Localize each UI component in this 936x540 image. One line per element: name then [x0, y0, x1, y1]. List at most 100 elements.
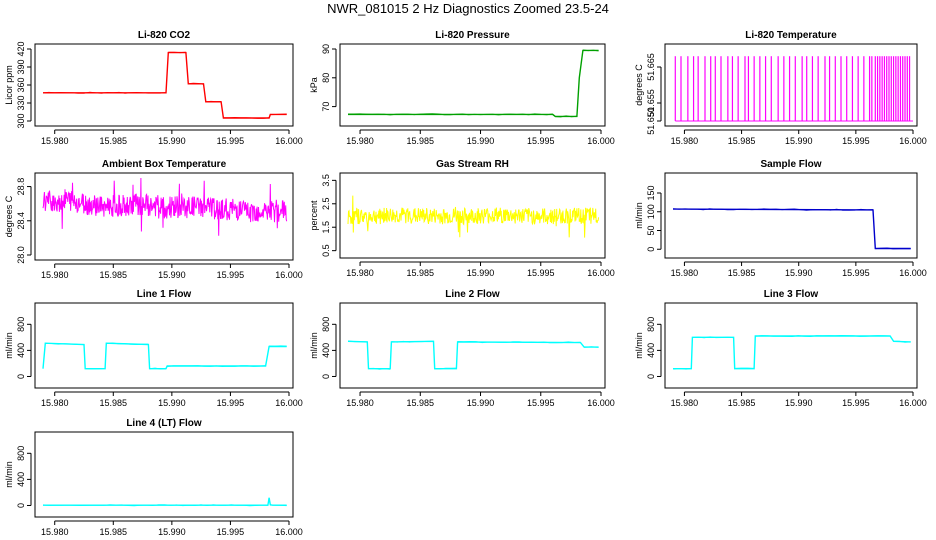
y-tick-label: 400 — [646, 343, 656, 358]
plot-frame — [34, 431, 294, 518]
chart-title: Line 3 Flow — [764, 289, 819, 300]
y-axis-label: Licor ppm — [4, 65, 14, 105]
x-tick-label: 15.980 — [41, 398, 69, 408]
x-tick-label: 15.990 — [158, 398, 186, 408]
chart-panel: Line 1 Flow 15.980 15.985 15.990 15.995 16.00… — [4, 289, 303, 408]
x-tick-label: 15.995 — [842, 268, 870, 278]
y-tick-label: 400 — [16, 343, 26, 358]
chart-title: Li-820 Temperature — [745, 30, 837, 41]
series-jitter — [347, 340, 368, 343]
x-tick-label: 15.995 — [842, 398, 870, 408]
chart-panel: Sample Flow 15.980 15.985 15.990 15.995 16.00… — [634, 159, 927, 278]
chart-panel: Line 2 Flow 15.980 15.985 15.990 15.995 16.00… — [309, 289, 615, 408]
x-tick-label: 16.000 — [899, 268, 927, 278]
series-jitter — [434, 367, 457, 370]
series-line — [672, 208, 911, 250]
x-tick-label: 15.990 — [467, 398, 495, 408]
series-jitter — [188, 82, 204, 85]
x-tick-label: 15.985 — [100, 398, 128, 408]
x-tick-label: 15.995 — [527, 136, 555, 146]
x-tick-label: 15.980 — [346, 268, 374, 278]
chart-panel: Li-820 Temperature 15.980 15.985 15.990 15.9… — [634, 30, 927, 146]
x-tick-label: 15.985 — [728, 268, 756, 278]
y-axis-label: ml/min — [634, 202, 644, 229]
x-tick-label: 15.985 — [728, 136, 756, 146]
y-axis-label: ml/min — [4, 461, 14, 488]
y-tick-label: 0 — [646, 374, 656, 379]
x-tick-label: 15.980 — [671, 136, 699, 146]
plot-frame — [339, 43, 606, 127]
y-tick-label: 330 — [16, 95, 26, 110]
y-tick-label: 80 — [321, 73, 331, 83]
y-tick-label: 28.0 — [16, 246, 26, 264]
y-tick-label: 400 — [321, 343, 331, 358]
y-tick-label: 800 — [16, 446, 26, 461]
plot-frame — [34, 172, 294, 261]
series-jitter — [45, 343, 85, 346]
x-tick-label: 15.990 — [158, 270, 186, 280]
y-tick-label: 360 — [16, 77, 26, 92]
series-line — [43, 497, 287, 506]
plot-frame — [664, 43, 918, 127]
series-jitter — [223, 116, 270, 119]
y-tick-label: 420 — [16, 41, 26, 56]
x-tick-label: 16.000 — [899, 136, 927, 146]
series-jitter — [555, 115, 577, 118]
y-tick-label: 100 — [646, 204, 656, 219]
x-tick-label: 15.990 — [467, 136, 495, 146]
x-tick-label: 16.000 — [587, 398, 615, 408]
x-tick-label: 15.980 — [41, 270, 69, 280]
chart-panel: Ambient Box Temperature 15.980 15.985 15.99… — [4, 159, 303, 280]
y-tick-label: 300 — [16, 113, 26, 128]
chart-panel: Line 3 Flow 15.980 15.985 15.990 15.995 16.00… — [634, 289, 927, 408]
chart-title: Line 4 (LT) Flow — [126, 418, 202, 429]
series-jitter — [893, 340, 911, 343]
y-tick-label: 3.5 — [321, 174, 331, 187]
y-tick-label: 0 — [16, 503, 26, 508]
x-tick-label: 15.995 — [217, 527, 245, 537]
series-jitter — [368, 367, 391, 370]
x-tick-label: 15.995 — [217, 270, 245, 280]
x-tick-label: 16.000 — [587, 136, 615, 146]
x-tick-label: 15.995 — [527, 268, 555, 278]
y-tick-label: 390 — [16, 59, 26, 74]
y-tick-label: 70 — [321, 102, 331, 112]
series-jitter — [391, 340, 434, 343]
x-tick-label: 16.000 — [275, 527, 303, 537]
y-tick-label: 51.665 — [646, 53, 656, 81]
plot-frame — [339, 172, 606, 259]
x-tick-label: 15.985 — [100, 270, 128, 280]
x-tick-label: 15.980 — [41, 527, 69, 537]
series-jitter — [552, 114, 556, 117]
series-jitter — [675, 367, 692, 370]
series-jitter — [457, 340, 581, 344]
x-tick-label: 16.000 — [275, 270, 303, 280]
x-tick-label: 16.000 — [275, 136, 303, 146]
plot-frame — [339, 302, 606, 389]
series-jitter — [755, 334, 891, 338]
y-tick-label: 0 — [646, 247, 656, 252]
x-tick-label: 15.990 — [158, 136, 186, 146]
series-line — [347, 340, 599, 370]
x-tick-label: 15.980 — [41, 136, 69, 146]
y-axis-label: kPa — [309, 77, 319, 93]
chart-title: Ambient Box Temperature — [102, 159, 227, 170]
y-tick-label: 0 — [321, 374, 331, 379]
x-tick-label: 15.985 — [407, 136, 435, 146]
chart-title: Gas Stream RH — [436, 159, 509, 170]
x-tick-label: 16.000 — [275, 398, 303, 408]
series-jitter — [165, 365, 168, 369]
series-jitter — [348, 113, 553, 116]
chart-title: Li-820 Pressure — [435, 30, 510, 41]
x-tick-label: 15.995 — [842, 136, 870, 146]
series-jitter — [42, 504, 268, 507]
y-tick-label: 90 — [321, 44, 331, 54]
series-jitter — [272, 504, 287, 507]
series-jitter — [672, 208, 874, 211]
x-tick-label: 15.985 — [100, 136, 128, 146]
chart-panel: Li-820 Pressure 15.980 15.985 15.990 15.995 1… — [309, 30, 615, 146]
x-tick-label: 15.985 — [100, 527, 128, 537]
x-tick-label: 15.995 — [527, 398, 555, 408]
y-tick-label: 0 — [16, 374, 26, 379]
